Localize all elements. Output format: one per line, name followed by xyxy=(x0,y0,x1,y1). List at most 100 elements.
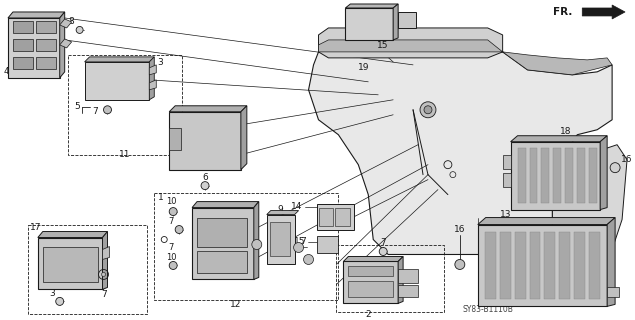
Circle shape xyxy=(56,297,64,305)
Bar xyxy=(319,208,333,226)
Polygon shape xyxy=(149,57,154,100)
Polygon shape xyxy=(102,232,107,289)
Bar xyxy=(530,232,540,300)
Bar xyxy=(169,112,241,170)
Bar xyxy=(485,232,496,300)
Bar xyxy=(349,267,393,276)
Bar xyxy=(530,148,537,203)
Polygon shape xyxy=(84,57,154,62)
Bar xyxy=(13,57,33,69)
Circle shape xyxy=(169,208,177,216)
Bar xyxy=(316,236,338,253)
Text: 18: 18 xyxy=(559,127,571,136)
Text: 19: 19 xyxy=(358,63,369,72)
Bar xyxy=(565,148,573,203)
Bar xyxy=(267,215,295,264)
Bar xyxy=(553,148,561,203)
Text: 3: 3 xyxy=(49,289,55,298)
Polygon shape xyxy=(149,65,156,75)
Bar xyxy=(8,18,60,78)
Bar xyxy=(197,252,247,274)
Text: 5: 5 xyxy=(75,102,81,111)
Text: 3: 3 xyxy=(157,58,163,68)
Polygon shape xyxy=(319,40,612,75)
Text: FR.: FR. xyxy=(553,7,572,17)
Bar xyxy=(500,232,511,300)
Polygon shape xyxy=(38,232,107,237)
Bar xyxy=(36,39,56,51)
Polygon shape xyxy=(241,106,247,170)
Bar xyxy=(345,8,393,40)
Polygon shape xyxy=(393,4,398,40)
Polygon shape xyxy=(511,136,607,142)
Bar xyxy=(503,155,511,169)
Text: 12: 12 xyxy=(231,300,241,309)
Bar xyxy=(197,218,247,247)
Bar xyxy=(349,281,393,297)
Polygon shape xyxy=(309,52,612,254)
Bar xyxy=(589,148,597,203)
Text: 11: 11 xyxy=(119,150,130,159)
Circle shape xyxy=(175,226,183,234)
Bar xyxy=(344,261,398,303)
Circle shape xyxy=(379,247,387,255)
Text: 8: 8 xyxy=(69,18,74,27)
Circle shape xyxy=(201,182,209,190)
Text: 7: 7 xyxy=(168,243,174,252)
Circle shape xyxy=(610,163,620,173)
Polygon shape xyxy=(607,218,615,306)
Polygon shape xyxy=(398,256,403,303)
Circle shape xyxy=(293,243,304,252)
Polygon shape xyxy=(60,12,65,78)
Bar xyxy=(514,232,526,300)
Bar xyxy=(43,247,98,283)
Circle shape xyxy=(102,272,105,276)
Text: 7: 7 xyxy=(93,107,98,116)
Bar xyxy=(316,204,354,229)
Text: 1: 1 xyxy=(158,193,164,202)
Bar xyxy=(398,12,416,28)
Text: 6: 6 xyxy=(202,173,208,182)
Bar xyxy=(542,148,549,203)
Text: 14: 14 xyxy=(291,202,302,211)
Text: 15: 15 xyxy=(377,41,389,51)
Bar xyxy=(559,232,570,300)
Bar xyxy=(589,232,600,300)
Text: 15: 15 xyxy=(294,237,305,246)
Circle shape xyxy=(252,239,262,250)
Bar xyxy=(68,55,182,155)
Bar xyxy=(607,287,619,297)
Text: 10: 10 xyxy=(166,253,177,262)
Text: 4: 4 xyxy=(3,67,9,76)
Bar xyxy=(13,21,33,33)
Circle shape xyxy=(424,106,432,114)
Polygon shape xyxy=(102,246,109,260)
Text: 7: 7 xyxy=(168,217,174,226)
Text: 17: 17 xyxy=(30,223,41,232)
Circle shape xyxy=(420,102,436,118)
Bar xyxy=(478,225,607,306)
Polygon shape xyxy=(478,218,615,225)
Polygon shape xyxy=(60,19,72,28)
Bar xyxy=(36,21,56,33)
Polygon shape xyxy=(319,28,503,58)
Circle shape xyxy=(104,106,112,114)
Bar xyxy=(518,148,526,203)
Polygon shape xyxy=(267,211,298,215)
Polygon shape xyxy=(344,256,403,261)
Text: 9: 9 xyxy=(277,205,284,214)
Text: SY83-B1110B: SY83-B1110B xyxy=(462,305,513,314)
Text: 16: 16 xyxy=(621,155,632,164)
Circle shape xyxy=(304,254,314,264)
Polygon shape xyxy=(552,145,627,268)
Polygon shape xyxy=(192,202,259,208)
Text: 13: 13 xyxy=(500,210,511,219)
Bar xyxy=(574,232,585,300)
Bar xyxy=(13,39,33,51)
Circle shape xyxy=(455,260,465,269)
Polygon shape xyxy=(582,5,625,19)
Text: 16: 16 xyxy=(454,225,465,234)
Bar xyxy=(577,148,585,203)
Bar xyxy=(511,142,600,210)
Polygon shape xyxy=(254,202,259,279)
